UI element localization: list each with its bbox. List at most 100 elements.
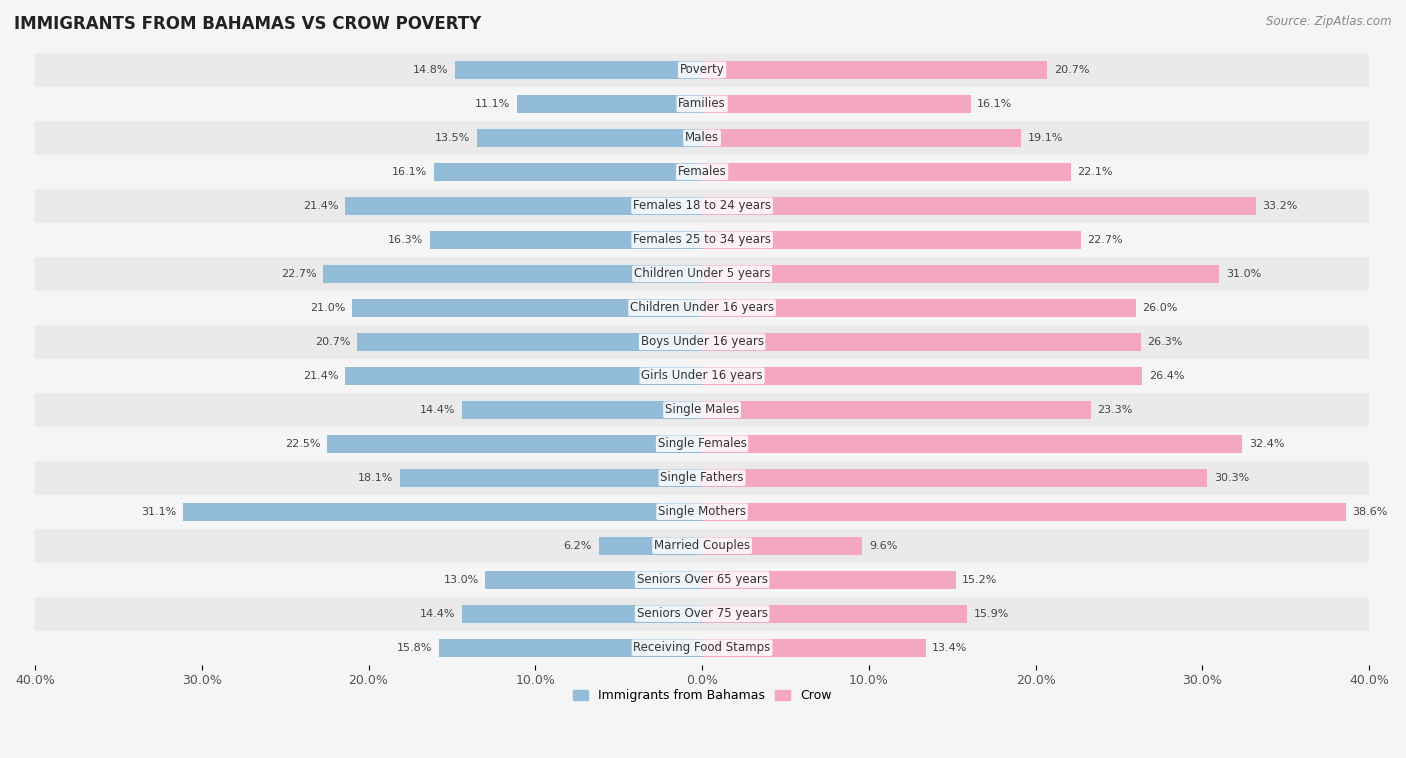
Text: Children Under 16 years: Children Under 16 years [630, 301, 775, 315]
Text: 22.7%: 22.7% [1087, 235, 1123, 245]
Bar [35, 53, 1369, 87]
Bar [702, 197, 1256, 215]
Bar [702, 129, 1021, 147]
Text: Females 18 to 24 years: Females 18 to 24 years [633, 199, 770, 212]
Bar [702, 639, 925, 656]
Bar [439, 639, 702, 656]
Text: 21.4%: 21.4% [302, 371, 339, 381]
Text: Married Couples: Married Couples [654, 539, 751, 553]
Text: Receiving Food Stamps: Receiving Food Stamps [634, 641, 770, 654]
Text: 31.0%: 31.0% [1226, 269, 1261, 279]
Bar [702, 435, 1243, 453]
Text: 19.1%: 19.1% [1028, 133, 1063, 143]
Text: Females 25 to 34 years: Females 25 to 34 years [633, 233, 770, 246]
Text: 20.7%: 20.7% [1054, 65, 1090, 75]
Text: Single Females: Single Females [658, 437, 747, 450]
Text: 11.1%: 11.1% [475, 99, 510, 109]
Text: 38.6%: 38.6% [1353, 506, 1388, 517]
Bar [485, 571, 702, 588]
Bar [430, 231, 702, 249]
Text: 15.8%: 15.8% [396, 643, 432, 653]
Text: 14.4%: 14.4% [420, 405, 456, 415]
Text: 16.1%: 16.1% [392, 167, 427, 177]
Bar [35, 359, 1369, 393]
Bar [702, 95, 970, 113]
Text: 20.7%: 20.7% [315, 337, 350, 347]
Bar [35, 257, 1369, 291]
Text: Females: Females [678, 165, 727, 178]
Text: 13.0%: 13.0% [443, 575, 478, 584]
Bar [477, 129, 702, 147]
Bar [183, 503, 702, 521]
Bar [35, 121, 1369, 155]
Text: Children Under 5 years: Children Under 5 years [634, 268, 770, 280]
Text: 21.4%: 21.4% [302, 201, 339, 211]
Bar [35, 324, 1369, 359]
Bar [517, 95, 702, 113]
Text: 31.1%: 31.1% [142, 506, 177, 517]
Text: 23.3%: 23.3% [1097, 405, 1133, 415]
Text: Seniors Over 75 years: Seniors Over 75 years [637, 607, 768, 620]
Text: Single Fathers: Single Fathers [661, 471, 744, 484]
Bar [702, 61, 1047, 79]
Text: Seniors Over 65 years: Seniors Over 65 years [637, 573, 768, 586]
Bar [702, 299, 1136, 317]
Text: 21.0%: 21.0% [309, 302, 344, 313]
Text: Boys Under 16 years: Boys Under 16 years [641, 335, 763, 348]
Text: 13.4%: 13.4% [932, 643, 967, 653]
Bar [463, 605, 702, 622]
Bar [702, 503, 1346, 521]
Text: 13.5%: 13.5% [434, 133, 470, 143]
Text: 22.7%: 22.7% [281, 269, 316, 279]
Bar [35, 529, 1369, 562]
Text: 26.3%: 26.3% [1147, 337, 1182, 347]
Bar [352, 299, 702, 317]
Bar [35, 427, 1369, 461]
Bar [35, 495, 1369, 529]
Text: Single Mothers: Single Mothers [658, 506, 747, 518]
Bar [35, 155, 1369, 189]
Bar [702, 333, 1140, 351]
Bar [599, 537, 702, 555]
Bar [35, 223, 1369, 257]
Bar [702, 231, 1081, 249]
Bar [702, 537, 862, 555]
Text: 14.4%: 14.4% [420, 609, 456, 619]
Text: 26.4%: 26.4% [1149, 371, 1185, 381]
Bar [702, 605, 967, 622]
Text: 9.6%: 9.6% [869, 540, 897, 551]
Text: 22.5%: 22.5% [284, 439, 321, 449]
Bar [401, 469, 702, 487]
Text: 18.1%: 18.1% [359, 473, 394, 483]
Bar [35, 393, 1369, 427]
Bar [35, 461, 1369, 495]
Bar [35, 189, 1369, 223]
Bar [344, 367, 702, 384]
Text: 30.3%: 30.3% [1215, 473, 1250, 483]
Bar [323, 265, 702, 283]
Text: 14.8%: 14.8% [413, 65, 449, 75]
Text: 32.4%: 32.4% [1249, 439, 1285, 449]
Bar [702, 571, 956, 588]
Text: 6.2%: 6.2% [564, 540, 592, 551]
Text: 15.2%: 15.2% [962, 575, 998, 584]
Bar [702, 401, 1091, 418]
Bar [357, 333, 702, 351]
Bar [456, 61, 702, 79]
Text: IMMIGRANTS FROM BAHAMAS VS CROW POVERTY: IMMIGRANTS FROM BAHAMAS VS CROW POVERTY [14, 15, 481, 33]
Legend: Immigrants from Bahamas, Crow: Immigrants from Bahamas, Crow [568, 684, 837, 707]
Bar [326, 435, 702, 453]
Bar [702, 367, 1143, 384]
Text: 15.9%: 15.9% [974, 609, 1010, 619]
Text: 22.1%: 22.1% [1077, 167, 1114, 177]
Text: 16.3%: 16.3% [388, 235, 423, 245]
Text: Families: Families [678, 97, 725, 111]
Bar [463, 401, 702, 418]
Bar [702, 469, 1208, 487]
Bar [35, 631, 1369, 665]
Bar [702, 265, 1219, 283]
Bar [35, 87, 1369, 121]
Text: Males: Males [685, 131, 718, 144]
Bar [344, 197, 702, 215]
Text: Girls Under 16 years: Girls Under 16 years [641, 369, 763, 382]
